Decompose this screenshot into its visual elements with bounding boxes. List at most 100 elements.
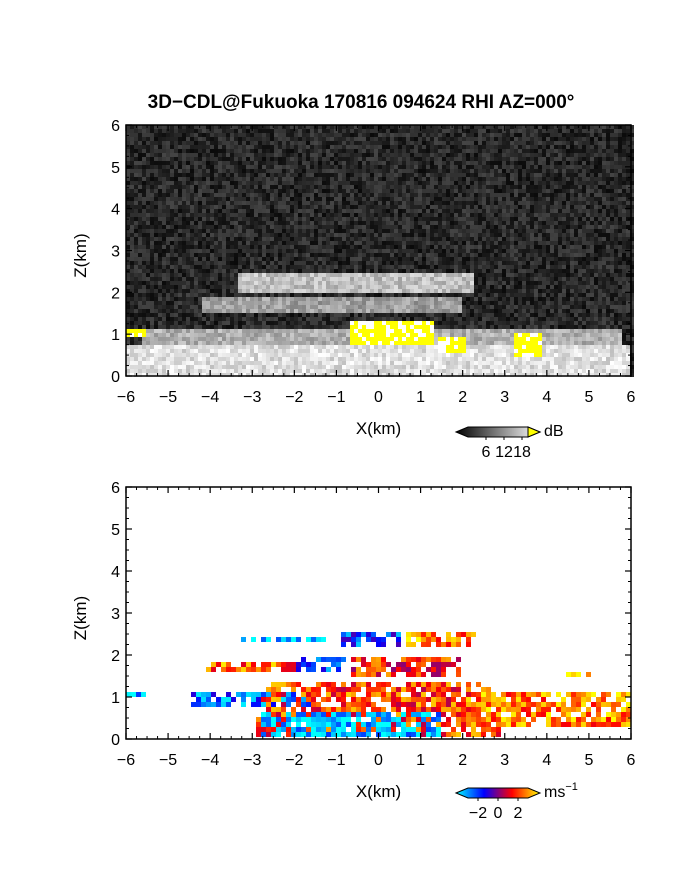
heatmap-cell [222, 153, 226, 157]
heatmap-cell [450, 265, 454, 269]
heatmap-cell [334, 169, 338, 173]
heatmap-cell [530, 161, 534, 165]
heatmap-cell [378, 201, 382, 205]
heatmap-cell [242, 161, 246, 165]
heatmap-cell [282, 229, 286, 233]
heatmap-cell [502, 269, 506, 273]
heatmap-cell [158, 137, 162, 141]
heatmap-cell [170, 281, 174, 285]
heatmap-cell [294, 181, 298, 185]
heatmap-cell [182, 169, 186, 173]
heatmap-cell [514, 257, 518, 261]
heatmap-cell [198, 221, 202, 225]
heatmap-cell [610, 265, 614, 269]
heatmap-cell [470, 165, 474, 169]
heatmap-cell [246, 225, 250, 229]
heatmap-cell [598, 213, 602, 217]
heatmap-cell [234, 281, 238, 285]
heatmap-cell [286, 253, 290, 257]
heatmap-cell [610, 213, 614, 217]
heatmap-cell [614, 157, 618, 161]
heatmap-cell [150, 225, 154, 229]
heatmap-cell [418, 249, 422, 253]
heatmap-cell [462, 229, 466, 233]
heatmap-cell [302, 229, 306, 233]
heatmap-cell [566, 173, 570, 177]
heatmap-cell [394, 253, 398, 257]
heatmap-cell [338, 217, 342, 221]
heatmap-cell [534, 157, 538, 161]
heatmap-cell [454, 213, 458, 217]
heatmap-cell [602, 217, 606, 221]
heatmap-cell [426, 189, 430, 193]
heatmap-cell [518, 125, 522, 129]
heatmap-cell [190, 261, 194, 265]
heatmap-cell [530, 265, 534, 269]
heatmap-cell [554, 229, 558, 233]
heatmap-cell [334, 149, 338, 153]
heatmap-cell [618, 209, 622, 213]
heatmap-cell [230, 173, 234, 177]
heatmap-cell [430, 221, 434, 225]
heatmap-cell [498, 189, 502, 193]
heatmap-cell [594, 273, 598, 277]
heatmap-cell [290, 245, 294, 249]
heatmap-cell [206, 161, 210, 165]
heatmap-cell [450, 273, 454, 277]
heatmap-cell [354, 193, 358, 197]
heatmap-cell [410, 185, 414, 189]
heatmap-cell [538, 209, 542, 213]
heatmap-cell [126, 161, 130, 165]
heatmap-cell [606, 265, 610, 269]
heatmap-cell [602, 153, 606, 157]
heatmap-cell [174, 209, 178, 213]
heatmap-cell [154, 173, 158, 177]
heatmap-cell [630, 277, 634, 281]
heatmap-cell [134, 137, 138, 141]
heatmap-cell [398, 249, 402, 253]
heatmap-cell [206, 165, 210, 169]
heatmap-cell [418, 265, 422, 269]
heatmap-cell [570, 165, 574, 169]
heatmap-cell [558, 237, 562, 241]
heatmap-cell [626, 193, 630, 197]
heatmap-cell [570, 201, 574, 205]
heatmap-cell [290, 233, 294, 237]
heatmap-cell [450, 205, 454, 209]
heatmap-cell [562, 269, 566, 273]
heatmap-cell [250, 165, 254, 169]
heatmap-cell [594, 269, 598, 273]
heatmap-cell [502, 261, 506, 265]
heatmap-cell [294, 133, 298, 137]
heatmap-cell [478, 149, 482, 153]
heatmap-cell [150, 265, 154, 269]
heatmap-cell [198, 165, 202, 169]
heatmap-cell [554, 241, 558, 245]
heatmap-cell [342, 273, 346, 277]
heatmap-cell [594, 213, 598, 217]
heatmap-cell [218, 185, 222, 189]
heatmap-cell [318, 133, 322, 137]
heatmap-cell [458, 245, 462, 249]
heatmap-cell [490, 237, 494, 241]
heatmap-cell [578, 209, 582, 213]
heatmap-cell [374, 181, 378, 185]
heatmap-cell [486, 193, 490, 197]
heatmap-cell [466, 133, 470, 137]
heatmap-cell [334, 201, 338, 205]
heatmap-cell [510, 141, 514, 145]
heatmap-cell [222, 165, 226, 169]
heatmap-cell [318, 165, 322, 169]
heatmap-cell [578, 133, 582, 137]
heatmap-cell [138, 269, 142, 273]
heatmap-cell [534, 209, 538, 213]
heatmap-cell [338, 149, 342, 153]
heatmap-cell [238, 197, 242, 201]
heatmap-cell [506, 237, 510, 241]
heatmap-cell [138, 177, 142, 181]
heatmap-cell [314, 237, 318, 241]
heatmap-cell [414, 177, 418, 181]
heatmap-cell [326, 169, 330, 173]
heatmap-cell [206, 237, 210, 241]
heatmap-cell [226, 169, 230, 173]
